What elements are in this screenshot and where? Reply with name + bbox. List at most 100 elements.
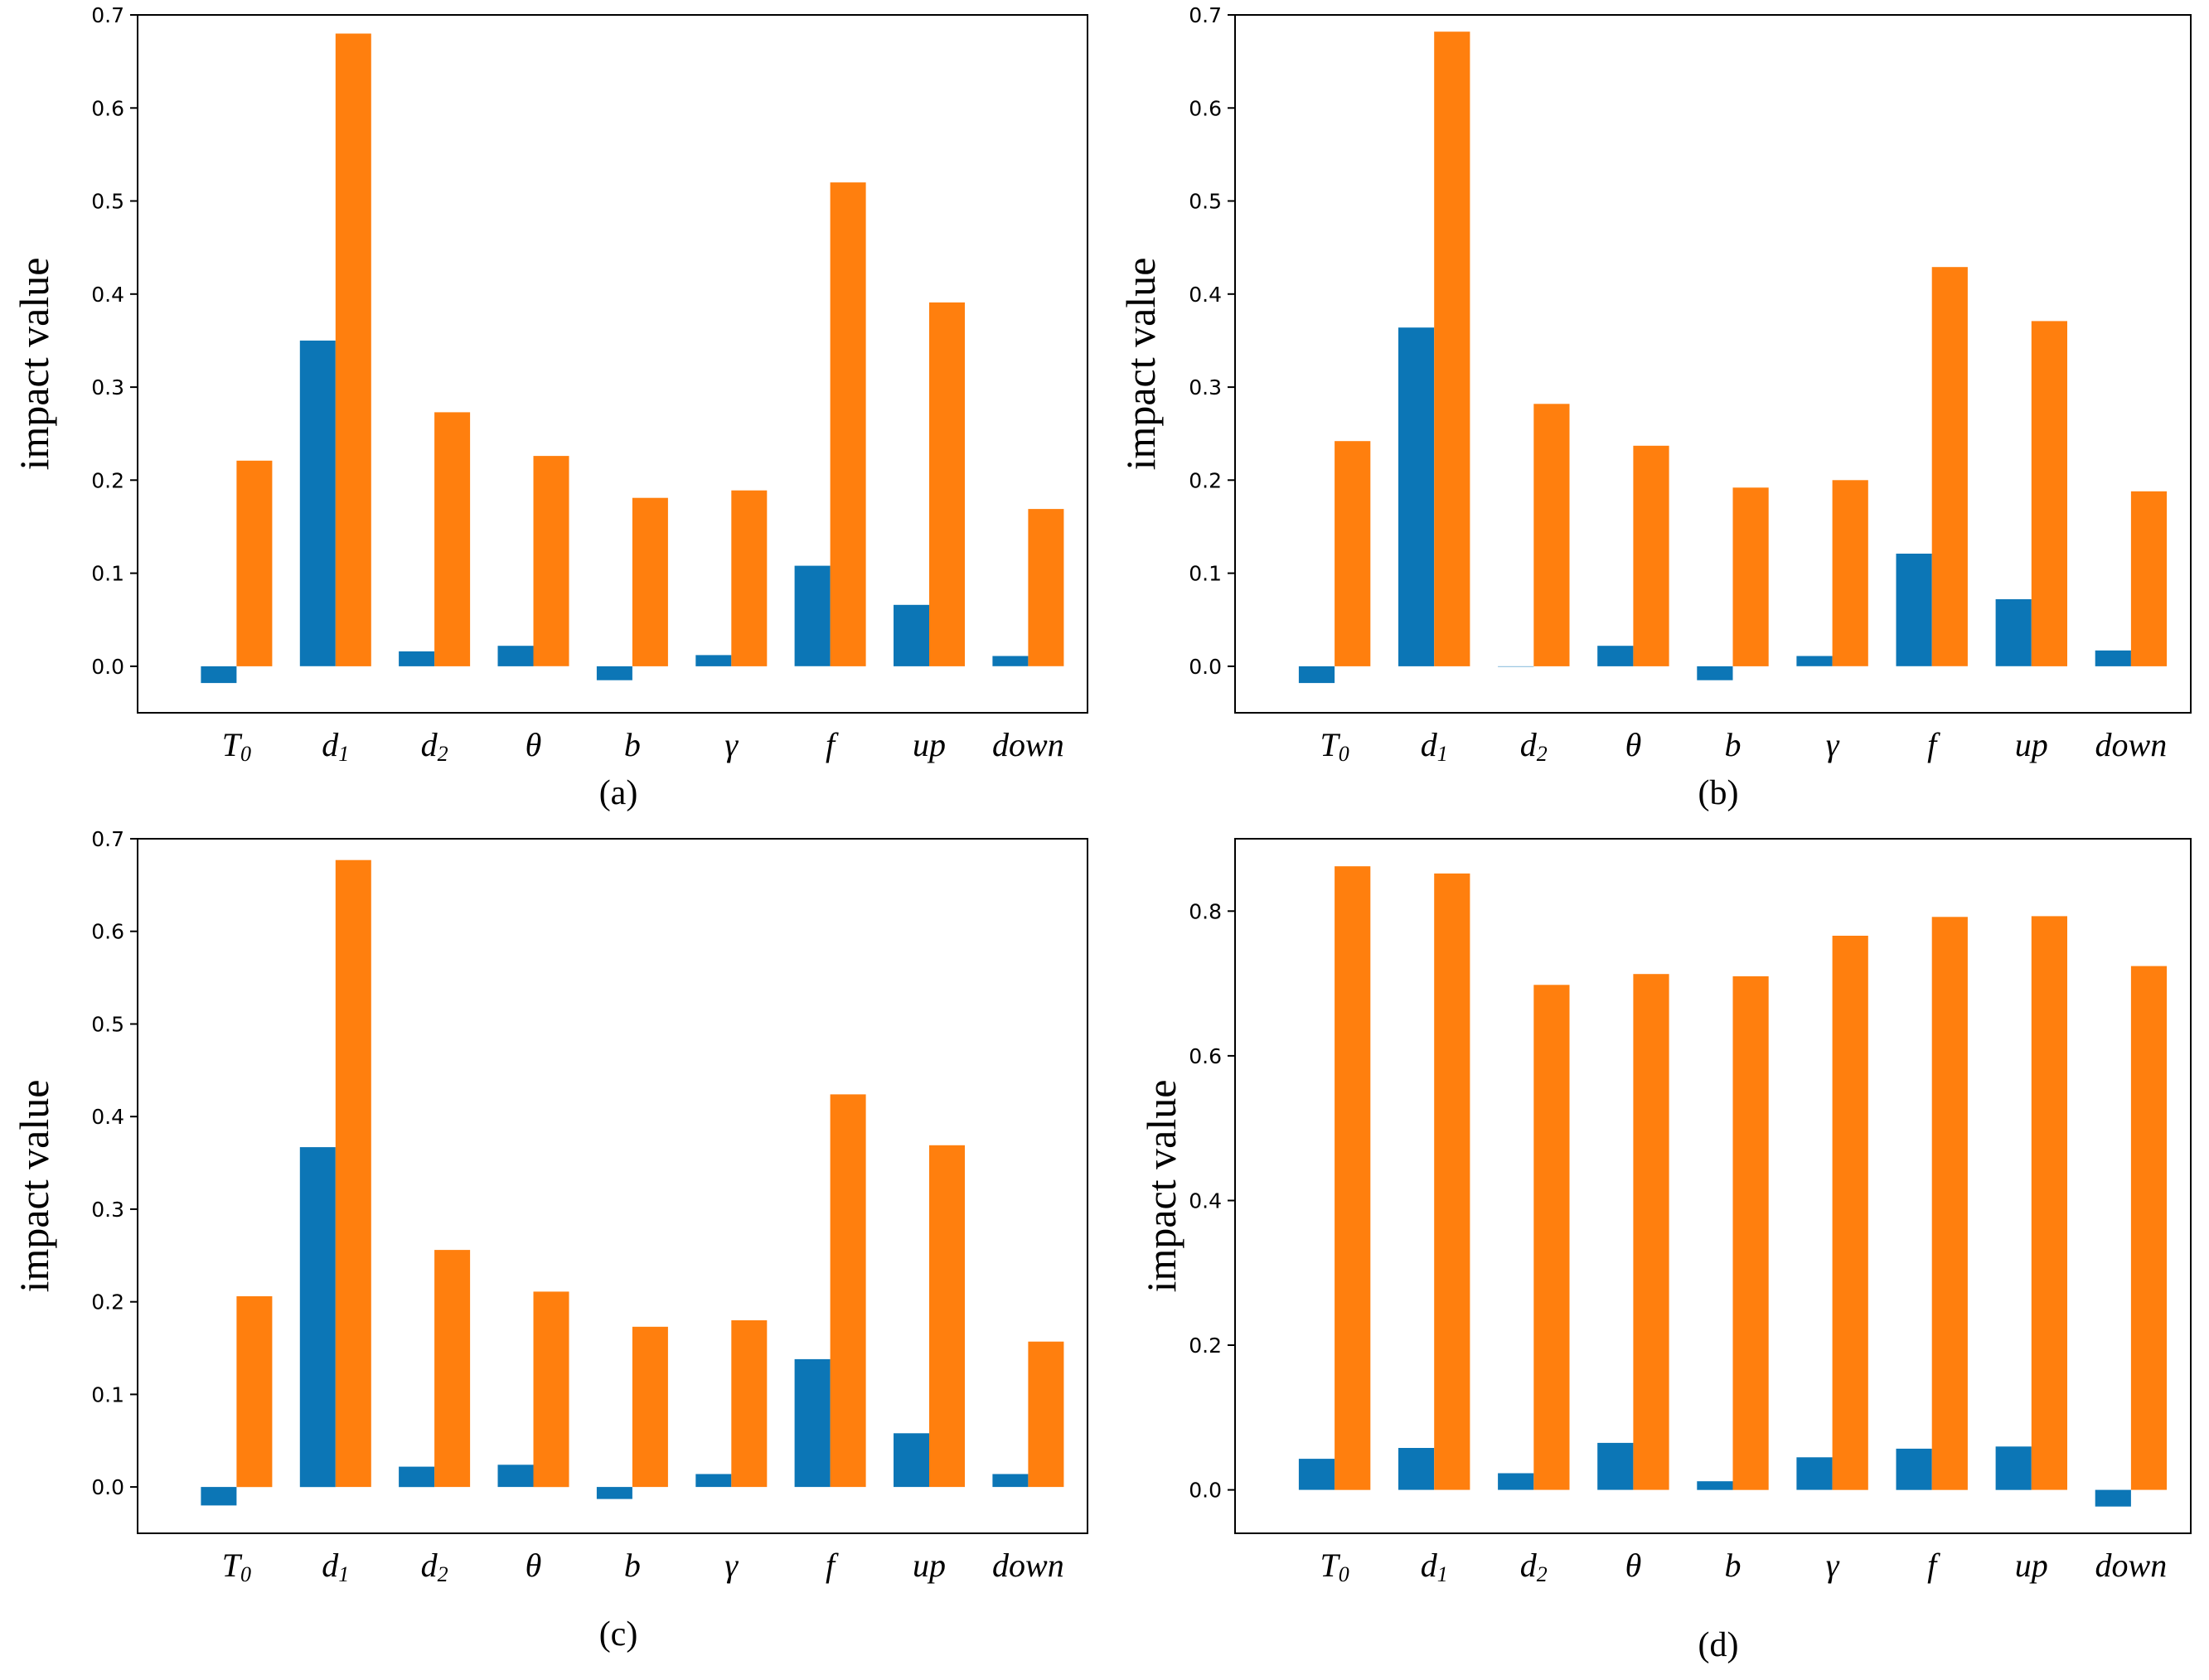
bar-series-1-0 bbox=[1298, 666, 1335, 684]
bar-series-2-0 bbox=[1335, 441, 1371, 666]
bar-series-1-1 bbox=[299, 1147, 336, 1488]
y-tick-label: 0.6 bbox=[1189, 96, 1222, 120]
x-tick-label: f bbox=[1927, 726, 1940, 763]
y-axis-label: impact value bbox=[11, 258, 57, 471]
x-tick-label: γ bbox=[1826, 726, 1840, 763]
y-tick-label: 0.2 bbox=[91, 1290, 124, 1314]
y-tick-label: 0.7 bbox=[91, 3, 124, 27]
x-tick-label: γ bbox=[1826, 1547, 1840, 1584]
bar-series-2-4 bbox=[632, 1326, 668, 1488]
bar-series-2-0 bbox=[236, 460, 273, 666]
bar-series-1-4 bbox=[596, 1487, 632, 1499]
x-tick-label: up bbox=[2015, 726, 2048, 763]
bar-series-2-6 bbox=[1931, 917, 1968, 1490]
x-tick-label: d1 bbox=[322, 1547, 349, 1586]
y-tick-label: 0.6 bbox=[1189, 1044, 1222, 1068]
x-tick-label: down bbox=[2095, 1547, 2168, 1584]
x-tick-label: γ bbox=[724, 1547, 739, 1584]
bar-series-1-5 bbox=[695, 655, 732, 666]
chart-panel-d: T0 d1 d2 θ b γ f up down 0.0 0.2 0.4 0.6 0.8 impact va… bbox=[1138, 838, 2192, 1664]
y-tick-label: 0.7 bbox=[1189, 3, 1222, 27]
x-tick-label: d2 bbox=[1520, 726, 1548, 766]
panel-label: (a) bbox=[599, 774, 638, 812]
y-tick-label: 0.1 bbox=[91, 562, 124, 586]
bar-series-2-5 bbox=[731, 490, 768, 666]
bar-series-2-5 bbox=[1832, 480, 1868, 666]
bar-series-1-7 bbox=[894, 604, 929, 666]
bar-series-2-3 bbox=[533, 1291, 569, 1488]
bar-series-2-2 bbox=[1533, 404, 1570, 666]
y-tick-label: 0.0 bbox=[1189, 1479, 1222, 1503]
y-tick-label: 0.0 bbox=[91, 655, 124, 679]
y-axis-label: impact value bbox=[1117, 258, 1164, 471]
bar-series-1-8 bbox=[992, 1474, 1029, 1488]
bar-series-2-1 bbox=[335, 33, 371, 666]
bar-series-2-3 bbox=[1633, 445, 1669, 666]
x-tick-label: T0 bbox=[1320, 1547, 1349, 1586]
y-tick-label: 0.2 bbox=[91, 468, 124, 492]
bar-series-1-7 bbox=[1995, 1446, 2032, 1490]
bar-series-2-2 bbox=[434, 412, 471, 666]
x-tick-label: γ bbox=[724, 726, 739, 763]
x-tick-label: T0 bbox=[1320, 726, 1349, 766]
x-tick-label: b bbox=[624, 726, 641, 763]
chart-panel-c: T0 d1 d2 θ b γ f up down 0.0 0.1 0.2 0.3 0.4 0.5 0.6 0.7… bbox=[11, 827, 1088, 1653]
bar-series-1-7 bbox=[1995, 599, 2032, 666]
bar-series-1-6 bbox=[794, 1358, 831, 1488]
bar-series-2-5 bbox=[1832, 936, 1868, 1490]
bar-series-1-3 bbox=[497, 1465, 534, 1488]
bar-series-1-6 bbox=[1896, 554, 1932, 666]
y-tick-label: 0.5 bbox=[91, 190, 124, 214]
x-tick-label: down bbox=[992, 1547, 1064, 1584]
bar-series-1-0 bbox=[201, 1487, 237, 1506]
y-tick-label: 0.3 bbox=[1189, 375, 1222, 399]
bar-series-2-1 bbox=[1434, 31, 1470, 666]
bar-series-1-2 bbox=[1498, 1473, 1534, 1490]
bar-series-1-5 bbox=[1796, 656, 1833, 666]
bar-series-2-8 bbox=[1028, 1341, 1064, 1488]
bar-series-2-7 bbox=[929, 1145, 965, 1488]
x-tick-label: d2 bbox=[421, 726, 448, 766]
y-tick-label: 0.3 bbox=[91, 375, 124, 399]
y-axis-label: impact value bbox=[1138, 1080, 1184, 1293]
chart-panel-b: T0 d1 d2 θ b γ f up down 0.0 0.1 0.2 0.3 0.4 0.5 0.6 0.7… bbox=[1117, 3, 2192, 812]
x-tick-label: θ bbox=[526, 726, 542, 763]
bar-series-1-4 bbox=[1697, 666, 1733, 680]
y-tick-label: 0.7 bbox=[91, 827, 124, 851]
bar-series-2-3 bbox=[533, 456, 569, 666]
x-tick-label: d1 bbox=[1421, 726, 1448, 766]
x-tick-label: d2 bbox=[421, 1547, 448, 1586]
x-tick-label: f bbox=[826, 1547, 839, 1584]
panel-label: (c) bbox=[599, 1615, 638, 1653]
x-tick-label: T0 bbox=[222, 1547, 251, 1586]
x-tick-label: up bbox=[2015, 1547, 2048, 1584]
bar-series-2-1 bbox=[1434, 873, 1470, 1490]
bar-series-1-0 bbox=[201, 666, 237, 684]
bar-series-2-4 bbox=[1732, 976, 1769, 1490]
x-tick-label: b bbox=[624, 1547, 641, 1584]
y-tick-label: 0.4 bbox=[1189, 1189, 1222, 1213]
y-tick-label: 0.4 bbox=[1189, 283, 1222, 307]
bar-series-1-2 bbox=[399, 651, 435, 666]
x-tick-label: up bbox=[913, 1547, 946, 1584]
bar-series-2-8 bbox=[2130, 966, 2168, 1490]
bar-series-2-6 bbox=[830, 1094, 866, 1488]
bar-series-1-8 bbox=[2095, 1489, 2131, 1507]
bar-series-2-6 bbox=[830, 182, 866, 666]
y-tick-label: 0.6 bbox=[91, 920, 124, 944]
x-tick-label: d1 bbox=[322, 726, 349, 766]
x-tick-label: f bbox=[1927, 1547, 1940, 1584]
bar-series-1-4 bbox=[596, 666, 632, 680]
x-tick-label: θ bbox=[1625, 1547, 1642, 1584]
plot-frame bbox=[1234, 838, 2192, 1534]
bar-series-2-2 bbox=[434, 1250, 471, 1488]
bar-series-2-3 bbox=[1633, 974, 1669, 1490]
y-tick-label: 0.1 bbox=[1189, 562, 1222, 586]
bar-series-2-4 bbox=[632, 497, 668, 666]
y-tick-label: 0.0 bbox=[91, 1475, 124, 1499]
y-tick-label: 0.5 bbox=[1189, 190, 1222, 214]
x-tick-label: θ bbox=[526, 1547, 542, 1584]
y-tick-label: 0.2 bbox=[1189, 468, 1222, 492]
x-tick-label: d2 bbox=[1520, 1547, 1548, 1586]
